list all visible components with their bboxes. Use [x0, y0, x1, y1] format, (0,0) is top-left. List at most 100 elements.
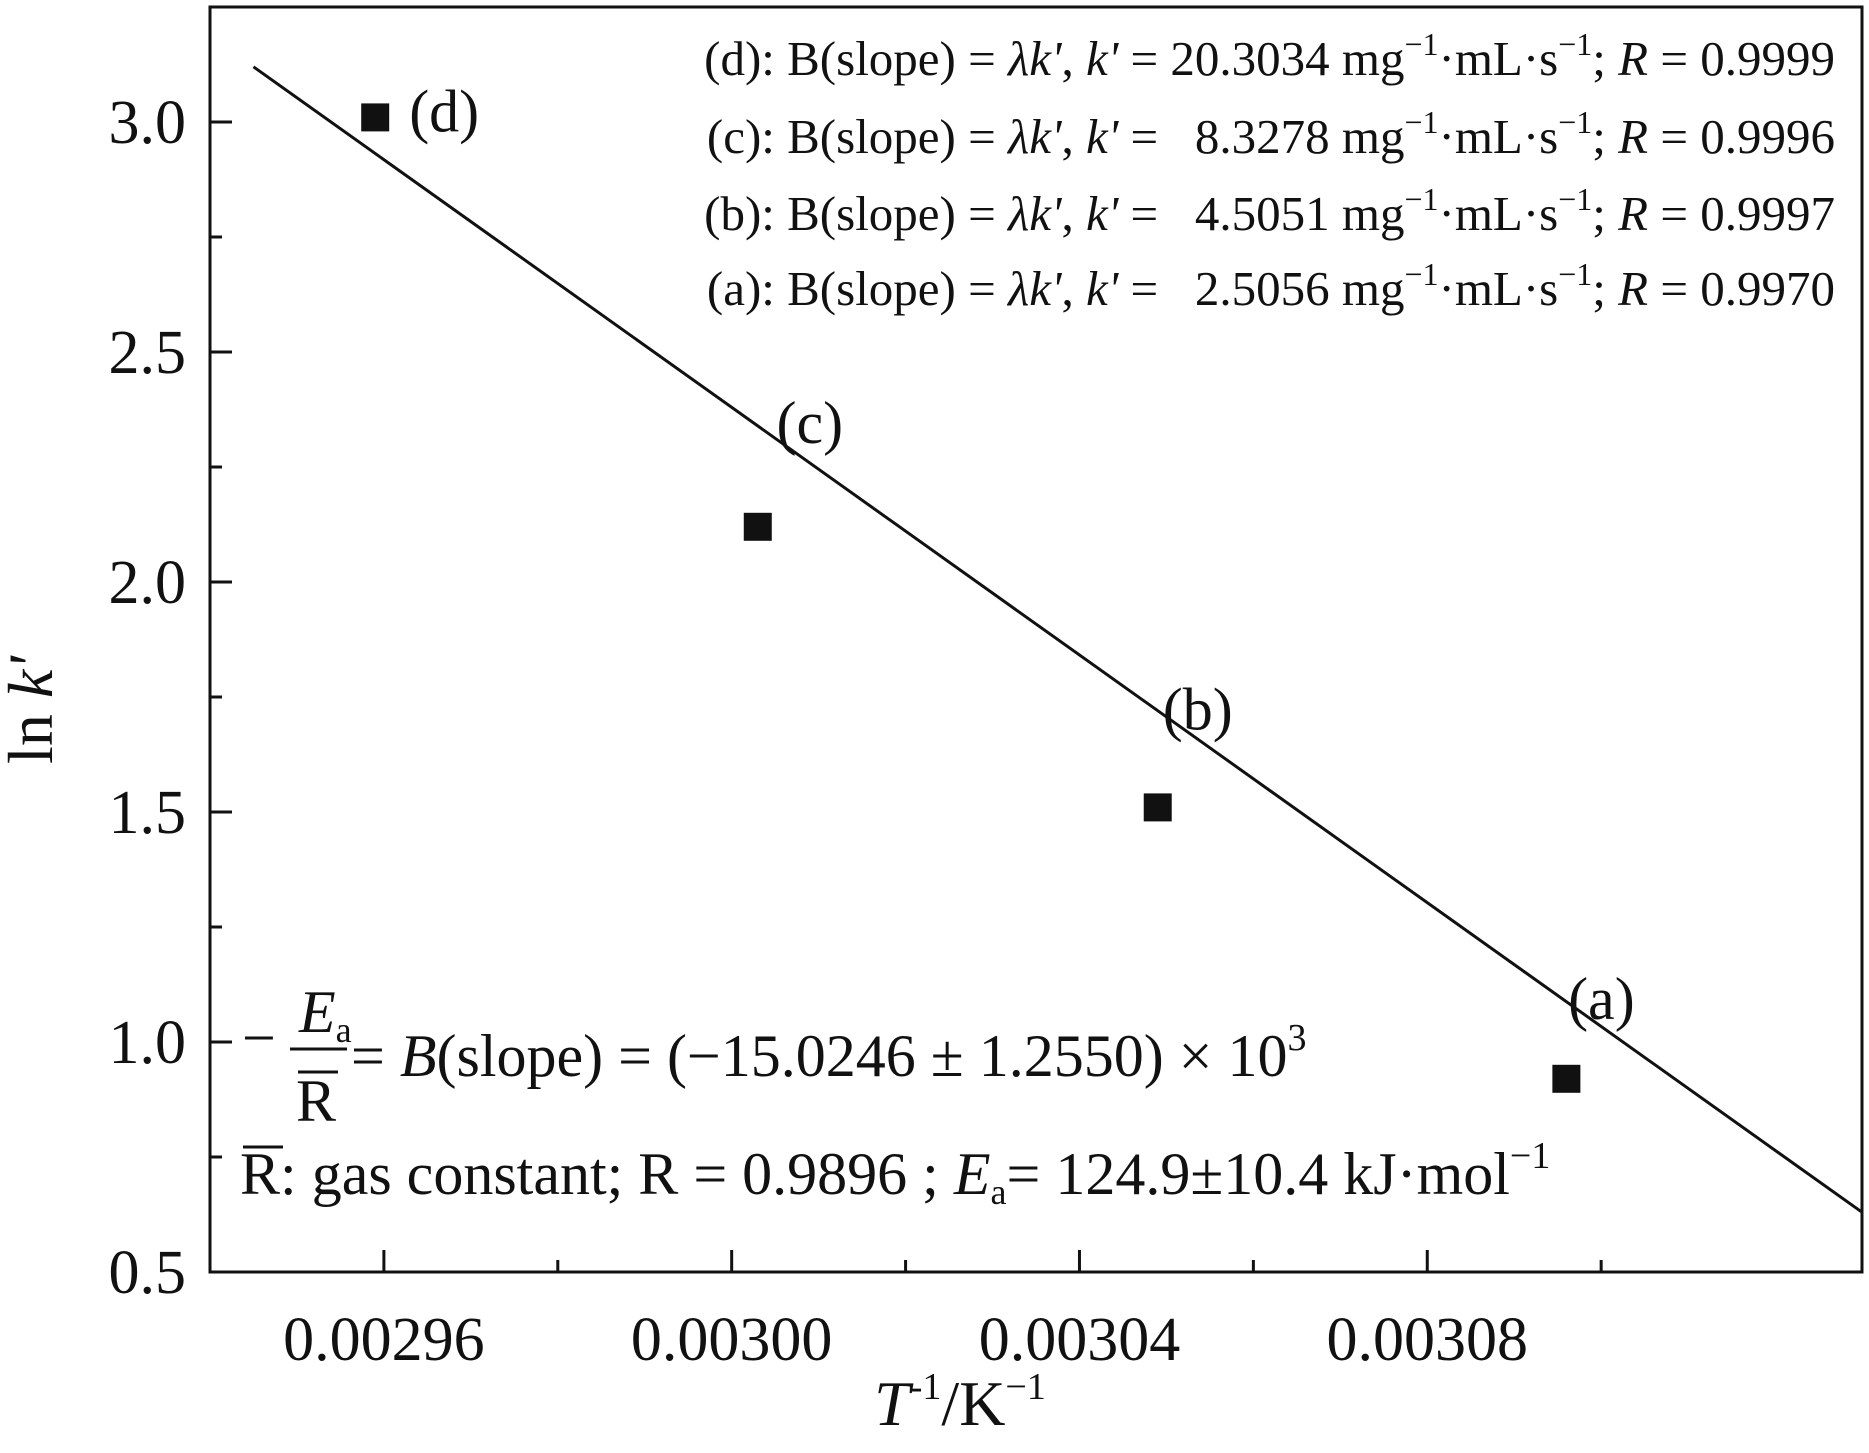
x-axis-unit-exp: −1	[1005, 1366, 1045, 1408]
fit-result-part: = 0.9997	[1648, 186, 1835, 241]
x-tick-label: 0.00304	[979, 1306, 1181, 1374]
y-tick-label: 2.5	[109, 319, 187, 387]
note-text2: = 124.9±10.4 kJ·mol	[1006, 1141, 1509, 1207]
point-label: (b)	[1163, 676, 1233, 742]
x-axis-var: T	[874, 1368, 914, 1439]
equation-rhs: = B(slope) = (−15.0246 ± 1.2550) × 103	[351, 1017, 1307, 1089]
fit-result-part: −1	[1404, 181, 1438, 217]
fit-result-part: ,	[1061, 31, 1086, 86]
data-point	[1143, 793, 1172, 822]
x-axis-unit: /K	[941, 1368, 1005, 1439]
fit-result-part: = 0.9996	[1648, 109, 1835, 164]
point-label: (a)	[1568, 966, 1635, 1032]
regression-line	[252, 65, 1863, 1214]
fit-result-part: −1	[1404, 104, 1438, 140]
y-axis-title: ln k'	[0, 655, 66, 764]
fit-result-part: −1	[1558, 26, 1592, 62]
fit-result-part: k'	[1086, 261, 1120, 316]
fit-result-part: ,	[1061, 186, 1086, 241]
equation-numerator: Ea	[298, 979, 352, 1050]
fit-result-part: = 20.3034 mg	[1118, 31, 1404, 86]
fit-result-part: = 0.9999	[1648, 31, 1835, 86]
equation-rhs-b: B	[400, 1023, 437, 1089]
x-tick-label: 0.00308	[1327, 1306, 1529, 1374]
axis-ticks: 0.00296 0.00300 0.00304 0.00308 0.5 1.0 1.5 2.0…	[109, 89, 1603, 1374]
fit-result-part: λk'	[1006, 186, 1063, 241]
fit-result-part: k'	[1086, 31, 1120, 86]
fit-result-part: k'	[1086, 186, 1120, 241]
fit-result-part: = 8.3278 mg	[1118, 109, 1404, 164]
fit-result-part: ,	[1061, 109, 1086, 164]
y-tick-label: 1.0	[109, 1009, 187, 1077]
note-line: R: gas constant; R = 0.9896 ; Ea= 124.9±…	[240, 1135, 1550, 1212]
fit-result-line-a: (a): B(slope) = λk', k' = 2.5056 mg−1·mL…	[707, 256, 1835, 316]
fit-result-part: ·mL·s	[1439, 186, 1559, 241]
data-point	[361, 103, 390, 132]
fit-result-part: λk'	[1006, 109, 1063, 164]
x-tick-label: 0.00296	[283, 1306, 485, 1374]
fit-result-part: R	[1617, 186, 1648, 241]
equation-rhs-text: (slope) = (−15.0246 ± 1.2550) × 10	[437, 1023, 1288, 1089]
fit-result-part: = 2.5056 mg	[1118, 261, 1404, 316]
y-tick-label: 0.5	[109, 1239, 187, 1307]
fit-result-part: (c): B(slope) =	[707, 109, 1008, 164]
data-point	[1552, 1064, 1581, 1093]
y-axis-var: k'	[0, 655, 66, 698]
fit-result-line-b: (b): B(slope) = λk', k' = 4.5051 mg−1·mL…	[704, 181, 1835, 241]
fit-result-part: R	[1617, 261, 1648, 316]
fit-result-line-c: (c): B(slope) = λk', k' = 8.3278 mg−1·mL…	[707, 104, 1835, 164]
equation-eq-sign: =	[351, 1023, 400, 1089]
plot-frame	[208, 5, 1864, 1274]
data-points: (d) (c) (b) (a)	[361, 78, 1635, 1093]
note-ea: E	[953, 1141, 991, 1207]
fit-result-part: ·mL·s	[1439, 31, 1559, 86]
x-axis-var-exp: -1	[910, 1366, 942, 1408]
note-r: R	[240, 1141, 280, 1207]
activation-energy-equation: − Ea R = B(slope) = (−15.0246 ± 1.2550) …	[242, 979, 1307, 1134]
equation-rhs-exp: 3	[1288, 1017, 1307, 1059]
point-label: (d)	[409, 78, 479, 144]
fit-result-part: −1	[1404, 26, 1438, 62]
y-tick-label: 3.0	[109, 89, 187, 157]
gas-constant-note: R: gas constant; R = 0.9896 ; Ea= 124.9±…	[240, 1135, 1550, 1212]
fit-result-part: ·mL·s	[1439, 261, 1559, 316]
data-point	[743, 512, 772, 541]
fit-result-part: ;	[1592, 109, 1618, 164]
fit-result-part: R	[1617, 31, 1648, 86]
note-ea-sub: a	[991, 1172, 1007, 1212]
fit-result-part: ·mL·s	[1439, 109, 1559, 164]
fit-result-part: −1	[1558, 104, 1592, 140]
x-axis-title: T-1/K−1	[874, 1366, 1046, 1439]
fit-result-part: (d): B(slope) =	[704, 31, 1008, 86]
fit-result-part: −1	[1558, 256, 1592, 292]
fit-result-part: −1	[1404, 256, 1438, 292]
equation-denominator: R	[296, 1068, 336, 1134]
y-axis-prefix: ln	[0, 698, 66, 764]
fit-result-part: ,	[1061, 261, 1086, 316]
point-label: (c)	[776, 390, 843, 456]
fit-result-part: ;	[1592, 31, 1618, 86]
fit-result-part: k'	[1086, 109, 1120, 164]
fit-result-part: ;	[1592, 186, 1618, 241]
fit-result-part: (b): B(slope) =	[704, 186, 1008, 241]
note-text1: : gas constant; R = 0.9896 ;	[280, 1141, 954, 1207]
fit-result-part: = 4.5051 mg	[1118, 186, 1404, 241]
fit-result-part: (a): B(slope) =	[707, 261, 1008, 316]
fit-result-part: ;	[1592, 261, 1618, 316]
fit-result-part: = 0.9970	[1648, 261, 1835, 316]
equation-minus: −	[242, 1005, 276, 1071]
x-tick-label: 0.00300	[631, 1306, 833, 1374]
fit-results-annotation: (d): B(slope) = λk', k' = 20.3034 mg−1·m…	[704, 26, 1835, 316]
y-tick-label: 2.0	[109, 549, 187, 617]
fit-result-part: −1	[1558, 181, 1592, 217]
fit-result-part: λk'	[1006, 261, 1063, 316]
fit-result-part: λk'	[1006, 31, 1063, 86]
note-exp: −1	[1510, 1135, 1550, 1177]
equation-numerator-e: E	[298, 979, 336, 1045]
fit-result-line-d: (d): B(slope) = λk', k' = 20.3034 mg−1·m…	[704, 26, 1835, 86]
equation-numerator-sub: a	[336, 1010, 352, 1050]
fit-result-part: R	[1617, 109, 1648, 164]
y-tick-label: 1.5	[109, 779, 187, 847]
